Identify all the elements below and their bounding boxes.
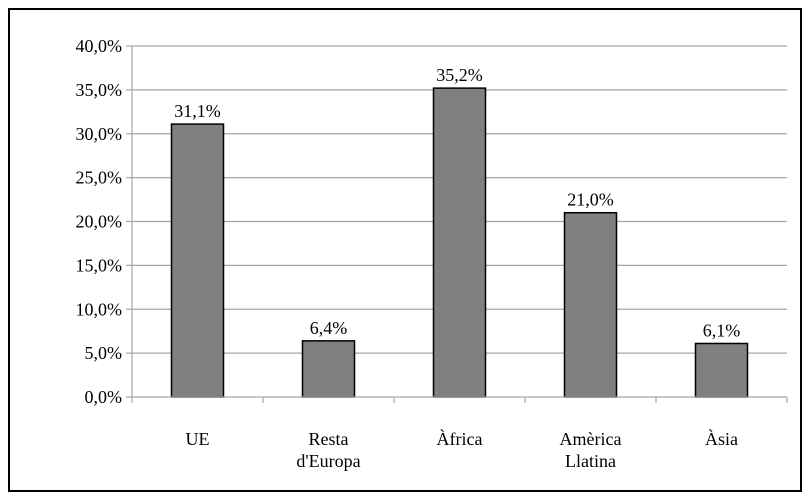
x-tick-label: Àfrica: [437, 428, 483, 449]
y-tick-label: 30,0%: [76, 124, 123, 144]
y-tick-label: 20,0%: [76, 212, 123, 232]
bar: [301, 340, 356, 398]
x-tick-label: Àsia: [705, 428, 738, 449]
bar: [563, 211, 618, 398]
x-tick-label: Resta d'Europa: [296, 429, 360, 471]
y-tick-label: 0,0%: [85, 387, 123, 407]
y-tick-label: 25,0%: [76, 168, 123, 188]
bar: [694, 342, 749, 398]
y-tick-label: 40,0%: [76, 36, 123, 56]
x-tick-label: UE: [186, 429, 210, 449]
data-labels: 31,1% 6,4% 35,2% 21,0% 6,1%: [174, 65, 740, 340]
bar: [432, 87, 487, 398]
x-axis: UE Resta d'Europa Àfrica Amèrica Llatina Àsia: [131, 46, 788, 471]
data-label: 21,0%: [567, 190, 614, 210]
y-axis-tick-labels: 0,0% 5,0% 10,0% 15,0% 20,0% 25,0% 30,0% 35,0% 40…: [76, 36, 132, 407]
y-tick-label: 5,0%: [85, 343, 123, 363]
data-label: 35,2%: [436, 65, 483, 85]
y-tick-label: 10,0%: [76, 299, 123, 319]
chart-frame: [8, 8, 802, 492]
bar: [170, 123, 225, 398]
data-label: 6,4%: [310, 318, 348, 338]
y-tick-label: 35,0%: [76, 80, 123, 100]
data-label: 6,1%: [703, 320, 741, 340]
bars: [170, 87, 749, 398]
data-label: 31,1%: [174, 101, 221, 121]
y-tick-label: 15,0%: [76, 255, 123, 275]
x-tick-label: Amèrica Llatina: [560, 429, 622, 471]
